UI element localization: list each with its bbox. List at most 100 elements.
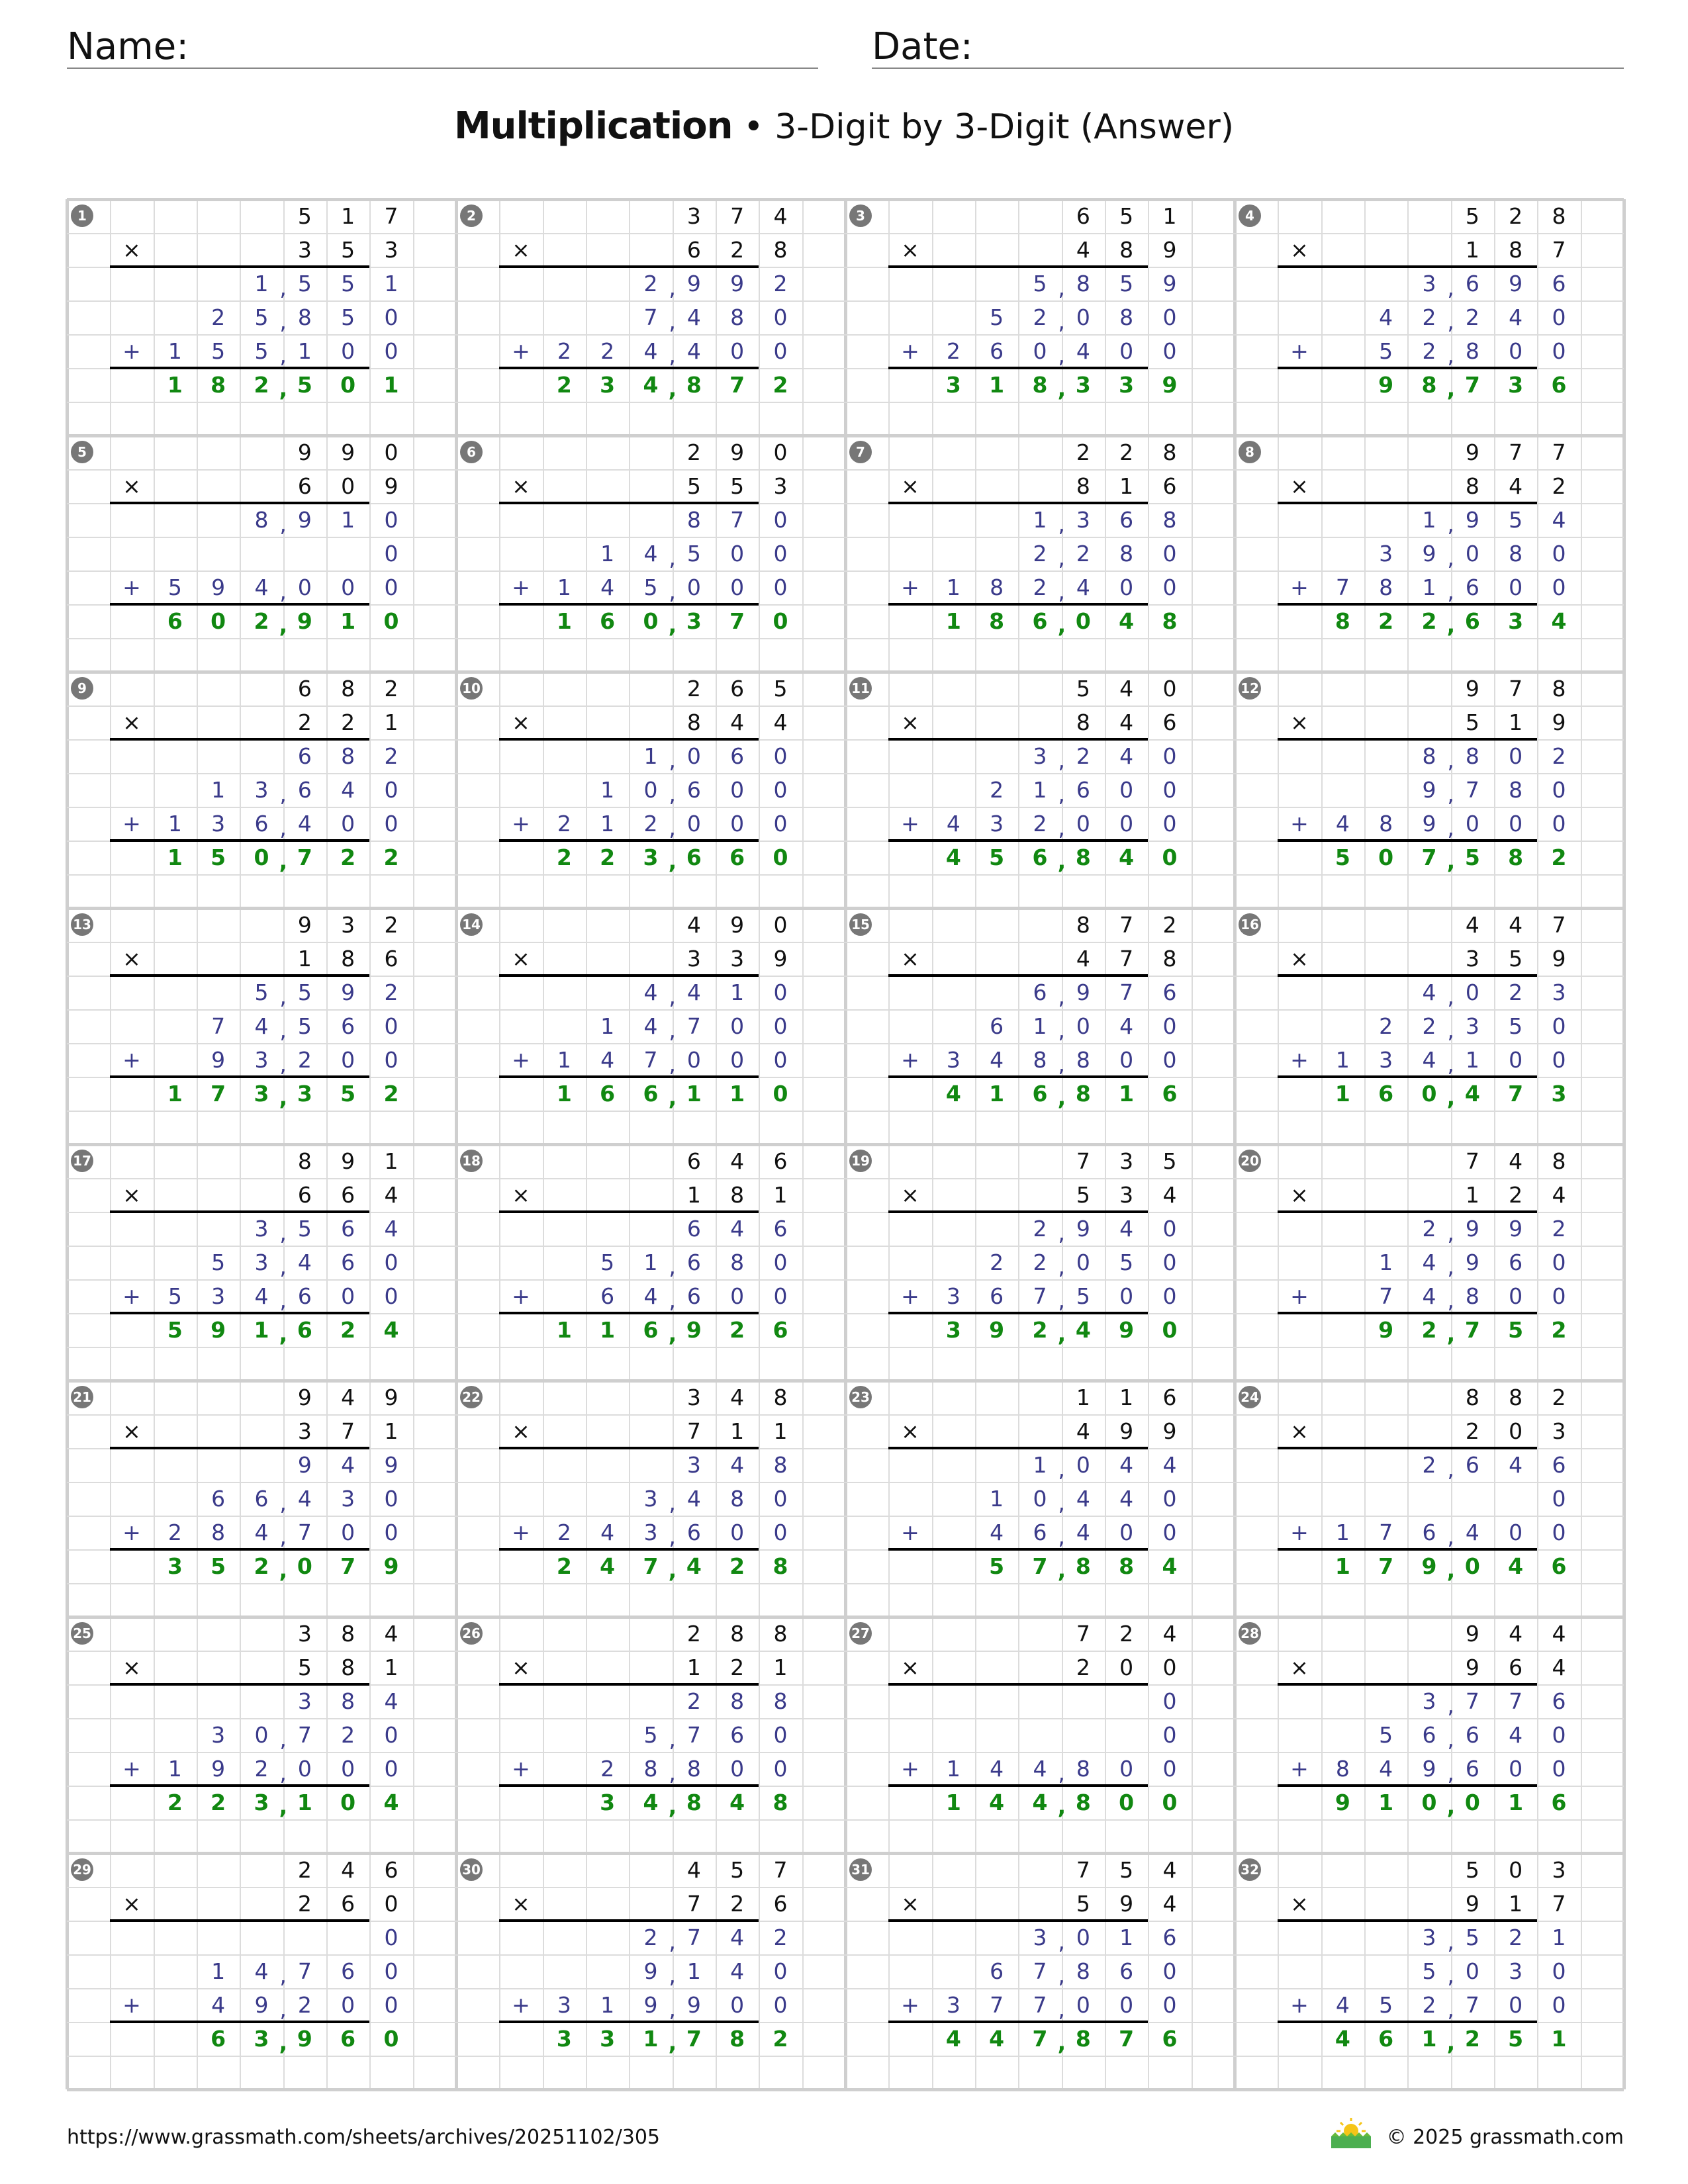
multiplier-digit: 9 bbox=[1119, 1891, 1134, 1917]
partial-product-digit: 0 bbox=[773, 574, 788, 600]
partial-product-digit: 8 bbox=[1509, 777, 1523, 803]
partial-product-digit: 2 bbox=[1422, 1992, 1436, 2018]
date-line[interactable] bbox=[872, 68, 1624, 69]
problem-number-badge: 32 bbox=[1239, 1858, 1261, 1881]
partial-product-digit: 3 bbox=[1033, 1925, 1047, 1950]
multiplier-digit: 5 bbox=[686, 473, 701, 499]
answer-comma: , bbox=[279, 1557, 288, 1583]
partial-product-digit: 0 bbox=[341, 1520, 355, 1545]
answer-digit: 4 bbox=[1119, 844, 1135, 870]
partial-product-digit: 2 bbox=[946, 338, 961, 364]
partial-product-digit: 2 bbox=[643, 811, 658, 837]
partial-product-digit: 4 bbox=[1422, 1250, 1436, 1275]
times-sign: × bbox=[901, 1182, 919, 1208]
partial-product-digit: 5 bbox=[1422, 1958, 1436, 1984]
partial-product-digit: 0 bbox=[384, 1486, 399, 1512]
name-label: Name: bbox=[67, 25, 189, 68]
multiplier-digit: 2 bbox=[1509, 1182, 1523, 1208]
partial-product-comma: , bbox=[1058, 1962, 1065, 1988]
partial-product-digit: 4 bbox=[1335, 1992, 1350, 2018]
partial-product-comma: , bbox=[669, 1524, 676, 1549]
partial-product-digit: 2 bbox=[1033, 811, 1047, 837]
multiplier-digit: 1 bbox=[384, 1418, 399, 1444]
multiplier-digit: 7 bbox=[341, 1418, 355, 1444]
partial-product-digit: 3 bbox=[211, 1722, 226, 1748]
partial-product-digit: 9 bbox=[254, 1992, 269, 2018]
operand-underline bbox=[1278, 738, 1538, 741]
partial-product-digit: 4 bbox=[1552, 507, 1566, 533]
partial-product-digit: 2 bbox=[1033, 574, 1047, 600]
partial-product-digit: 6 bbox=[1033, 1520, 1047, 1545]
name-line[interactable] bbox=[67, 68, 818, 69]
multiplier-digit: 7 bbox=[1119, 946, 1134, 972]
answer-digit: 1 bbox=[556, 1317, 572, 1343]
grid-line bbox=[67, 1077, 1624, 1078]
partial-product-digit: 5 bbox=[1033, 271, 1047, 296]
multiplicand-digit: 1 bbox=[384, 1148, 399, 1174]
multiplier-digit: 6 bbox=[341, 1182, 355, 1208]
partial-product-digit: 1 bbox=[167, 338, 182, 364]
partial-product-digit: 1 bbox=[990, 1486, 1004, 1512]
operand-underline bbox=[110, 1683, 370, 1686]
partial-product-digit: 0 bbox=[686, 811, 701, 837]
multiplier-digit: 7 bbox=[686, 1418, 701, 1444]
partial-product-digit: 0 bbox=[730, 338, 745, 364]
multiplier-digit: 4 bbox=[1076, 237, 1090, 263]
partial-product-digit: 5 bbox=[1465, 1925, 1479, 1950]
partial-product-digit: 5 bbox=[990, 304, 1004, 330]
answer-digit: 1 bbox=[167, 372, 183, 398]
partial-product-digit: 8 bbox=[297, 304, 312, 330]
problem-number-badge: 26 bbox=[460, 1622, 483, 1645]
multiplier-digit: 9 bbox=[1552, 709, 1566, 735]
answer-comma: , bbox=[668, 376, 677, 402]
grid-line bbox=[67, 1954, 1624, 1956]
sum-underline bbox=[1278, 1548, 1538, 1551]
answer-digit: 1 bbox=[989, 372, 1005, 398]
partial-product-digit: 7 bbox=[1335, 574, 1350, 600]
answer-digit: 9 bbox=[1378, 1317, 1394, 1343]
partial-product-comma: , bbox=[669, 275, 676, 300]
partial-product-digit: 0 bbox=[1033, 1486, 1047, 1512]
operand-underline bbox=[888, 1919, 1149, 1922]
partial-product-digit: 0 bbox=[1552, 1520, 1566, 1545]
plus-sign: + bbox=[1290, 1047, 1309, 1073]
partial-product-digit: 1 bbox=[643, 743, 658, 769]
partial-product-digit: 6 bbox=[297, 1283, 312, 1309]
multiplicand-digit: 3 bbox=[686, 1385, 701, 1410]
partial-product-digit: 2 bbox=[557, 1520, 571, 1545]
partial-product-comma: , bbox=[279, 1726, 287, 1752]
times-sign: × bbox=[1290, 1418, 1309, 1444]
partial-product-digit: 9 bbox=[211, 1047, 226, 1073]
partial-product-digit: 6 bbox=[990, 338, 1004, 364]
sum-underline bbox=[1278, 603, 1538, 606]
partial-product-digit: 4 bbox=[341, 1452, 355, 1478]
multiplier-digit: 9 bbox=[1465, 1891, 1479, 1917]
partial-product-digit: 8 bbox=[1076, 271, 1090, 296]
partial-product-digit: 1 bbox=[643, 1250, 658, 1275]
multiplier-digit: 3 bbox=[1119, 1182, 1134, 1208]
partial-product-digit: 0 bbox=[1119, 1992, 1134, 2018]
partial-product-digit: 3 bbox=[211, 1283, 226, 1309]
partial-product-digit: 0 bbox=[1552, 541, 1566, 567]
sum-underline bbox=[888, 1075, 1149, 1078]
multiplicand-digit: 9 bbox=[297, 1385, 312, 1410]
partial-product-digit: 9 bbox=[1465, 507, 1479, 533]
operand-underline bbox=[499, 1210, 759, 1213]
answer-digit: 0 bbox=[1421, 1081, 1437, 1107]
partial-product-digit: 3 bbox=[1465, 1013, 1479, 1039]
partial-product-digit: 0 bbox=[1162, 1047, 1177, 1073]
multiplier-digit: 9 bbox=[773, 946, 788, 972]
answer-comma: , bbox=[1057, 1557, 1066, 1583]
grid-line bbox=[67, 233, 1624, 234]
partial-product-digit: 9 bbox=[1422, 777, 1436, 803]
partial-product-comma: , bbox=[669, 308, 676, 334]
partial-product-digit: 0 bbox=[1552, 1992, 1566, 2018]
times-sign: × bbox=[1290, 237, 1309, 263]
multiplicand-digit: 9 bbox=[1465, 676, 1479, 702]
times-sign: × bbox=[122, 709, 141, 735]
partial-product-comma: , bbox=[1447, 1760, 1454, 1786]
answer-digit: 6 bbox=[643, 1317, 659, 1343]
operand-underline bbox=[110, 974, 370, 977]
partial-product-digit: 8 bbox=[730, 1688, 745, 1714]
footer-url[interactable]: https://www.grassmath.com/sheets/archive… bbox=[67, 2126, 661, 2149]
